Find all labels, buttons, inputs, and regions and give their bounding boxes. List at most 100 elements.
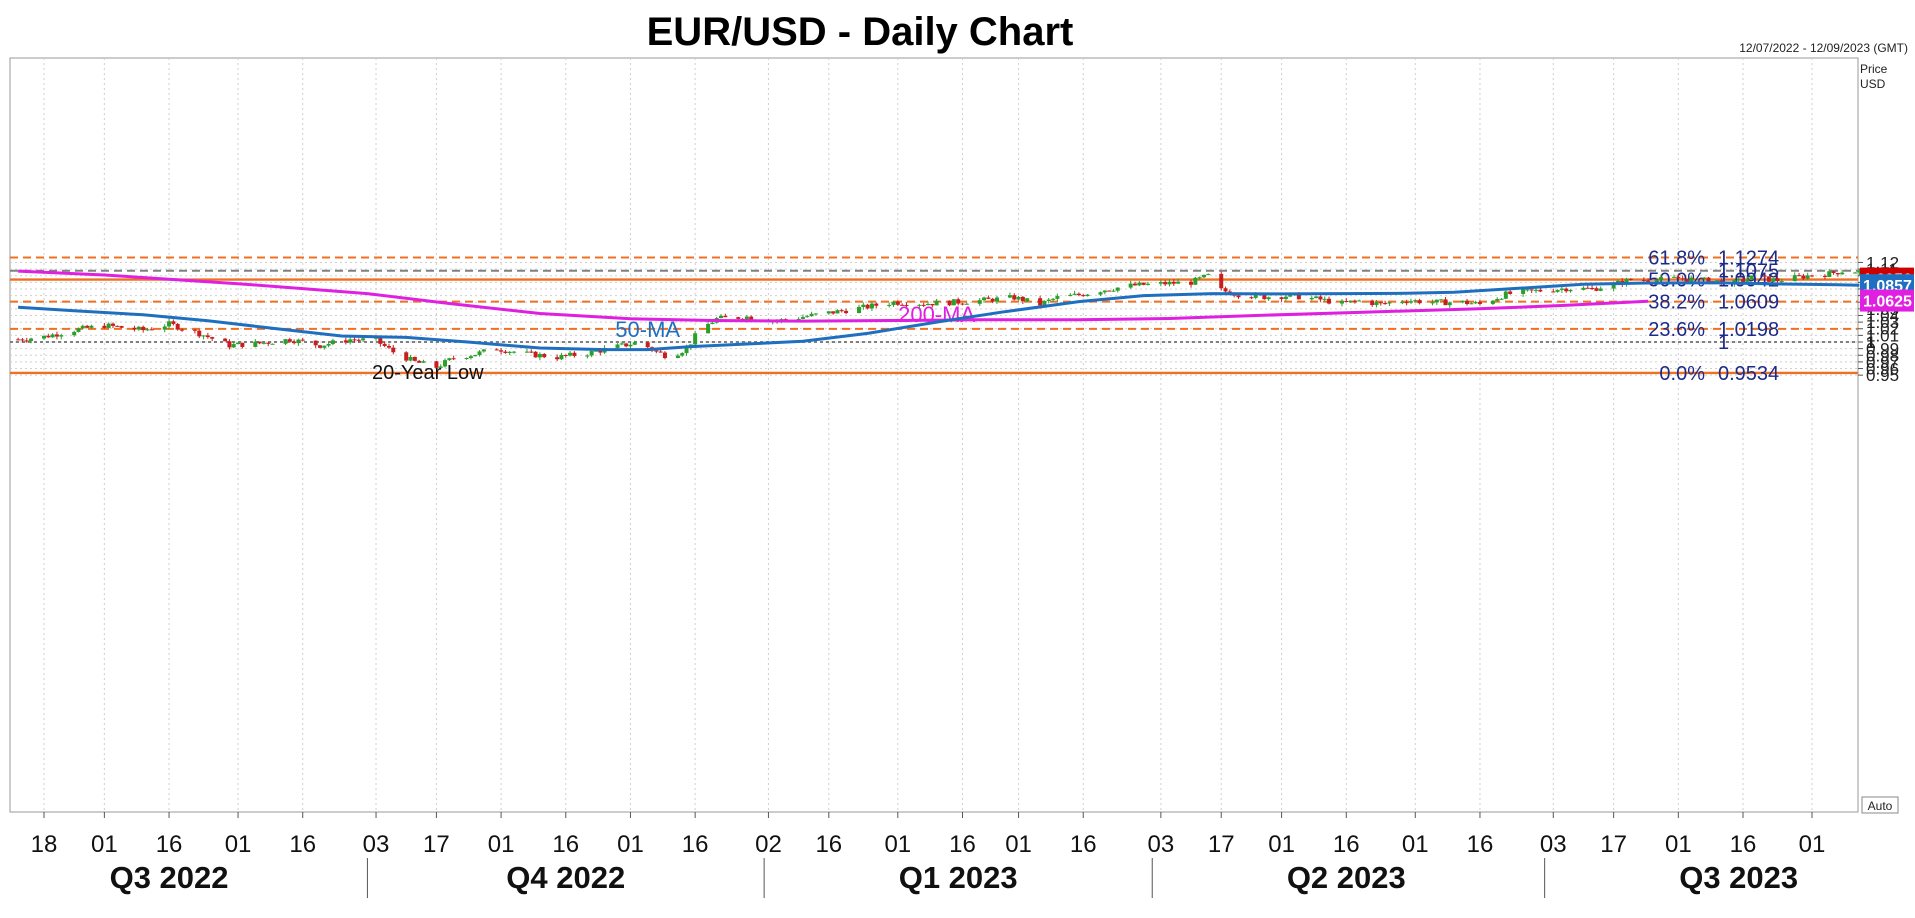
candle-body [1684, 278, 1689, 282]
candle-body [1835, 273, 1840, 275]
candle-body [481, 349, 486, 352]
x-tick-label: 03 [1148, 831, 1175, 858]
x-tick-label: 18 [31, 831, 58, 858]
candle-body [1145, 283, 1150, 285]
x-tick-label: 16 [156, 831, 183, 858]
candle-body [1111, 290, 1116, 292]
candle-body [1339, 300, 1344, 304]
candle-body [1581, 287, 1586, 290]
candle-body [1025, 298, 1030, 302]
candle-body [162, 326, 167, 330]
candle-body [619, 343, 624, 345]
candle-body [149, 329, 154, 331]
candle-body [1206, 273, 1211, 275]
candle-body [132, 327, 137, 330]
candle-body [537, 354, 542, 358]
ma-line [18, 269, 1649, 323]
candle-body [438, 366, 443, 368]
candle-body [1318, 296, 1323, 300]
candle-body [1408, 301, 1413, 303]
y-axis-title-unit: USD [1860, 77, 1886, 91]
candle-body [982, 297, 987, 301]
candle-body [1370, 300, 1375, 306]
candle-body [645, 342, 650, 348]
candle-body [42, 335, 46, 339]
x-tick-label: 16 [682, 831, 709, 858]
candle-body [744, 316, 749, 320]
candle-body [624, 343, 629, 347]
candle-body [1327, 298, 1332, 304]
quarter-label: Q3 2023 [1679, 860, 1798, 895]
candle-body [1132, 283, 1137, 286]
candle-body [72, 331, 77, 336]
level-price-label: 1.1274 [1718, 248, 1779, 270]
candle-body [236, 342, 241, 345]
candle-body [719, 315, 724, 319]
candle-body [50, 334, 55, 338]
candle-body [270, 343, 275, 345]
candle-body [1072, 293, 1077, 295]
candle-body [1374, 302, 1379, 306]
candle-body [512, 351, 517, 353]
candle-body [317, 345, 322, 348]
candle-body [1137, 282, 1142, 286]
candle-body [1538, 289, 1543, 292]
candle-body [706, 324, 711, 334]
candle-body [796, 318, 801, 320]
candle-body [300, 339, 305, 341]
x-tick-label: 17 [423, 831, 450, 858]
candle-body [675, 355, 680, 359]
candle-body [615, 344, 620, 348]
candle-body [1473, 302, 1478, 304]
x-tick-label: 01 [617, 831, 644, 858]
x-tick-label: 16 [1467, 831, 1494, 858]
auto-scale-button[interactable] [1861, 796, 1899, 814]
candle-body [1822, 275, 1827, 277]
candle-body [1810, 275, 1814, 277]
y-axis-title-price: Price [1860, 62, 1888, 76]
candle-body [391, 347, 396, 353]
candle-body [1383, 303, 1388, 305]
candle-body [141, 326, 146, 331]
candle-body [1193, 277, 1198, 285]
candle-body [386, 345, 391, 348]
candle-body [292, 341, 297, 344]
candle-body [1378, 302, 1383, 304]
candle-body [85, 325, 90, 328]
x-tick-label: 17 [1208, 831, 1235, 858]
candle-body [994, 297, 999, 302]
auto-scale-label: Auto [1868, 799, 1893, 813]
candle-body [904, 305, 909, 307]
candle-body [1529, 289, 1534, 291]
candle-body [261, 342, 266, 344]
x-tick-label: 16 [1333, 831, 1360, 858]
candle-body [1434, 299, 1439, 303]
candle-body [1012, 295, 1017, 300]
candle-body [1490, 300, 1495, 304]
x-tick-label: 01 [884, 831, 911, 858]
chart-title: EUR/USD - Daily Chart [647, 10, 1074, 54]
candle-body [1262, 294, 1267, 300]
y-tick-label: 0.97 [1866, 353, 1899, 372]
candle-body [507, 351, 512, 353]
candle-body [1568, 289, 1573, 292]
candle-body [1676, 276, 1681, 279]
candle-body [110, 323, 115, 326]
candle-body [1115, 287, 1120, 291]
candle-body [1551, 291, 1556, 293]
candle-body [356, 339, 361, 341]
candle-body [1624, 278, 1629, 285]
candle-body [499, 350, 504, 352]
candle-body [1641, 279, 1646, 281]
x-tick-label: 01 [1268, 831, 1295, 858]
quarter-label: Q3 2022 [110, 860, 229, 895]
candle-body [1322, 298, 1327, 300]
candle-body [361, 338, 366, 341]
candle-body [227, 341, 232, 348]
candle-body [322, 345, 327, 348]
candle-body [1404, 302, 1409, 304]
candle-body [326, 343, 331, 346]
candle-body [1521, 289, 1526, 294]
candle-body [1020, 296, 1025, 302]
